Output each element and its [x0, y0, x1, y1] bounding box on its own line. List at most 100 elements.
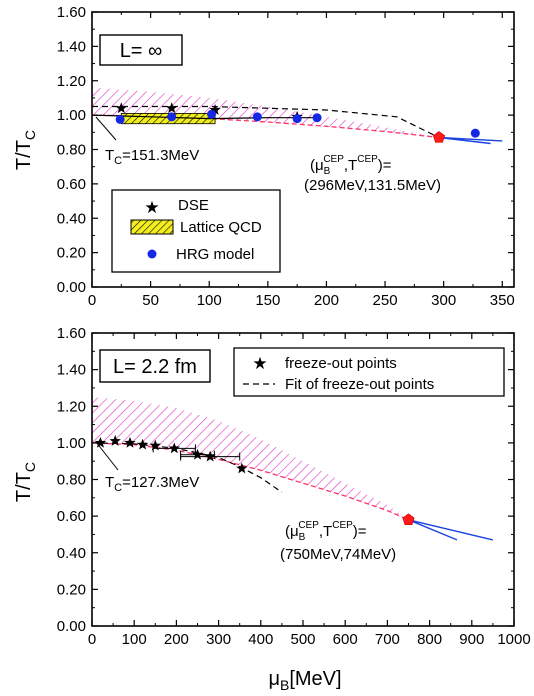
bottom-box-label-frame — [99, 349, 211, 383]
bottom-freeze-out-star — [191, 448, 204, 460]
bottom-legend-freeze-label: freeze-out points — [285, 355, 397, 372]
bottom-freeze-out-star — [124, 436, 136, 448]
top-tc-note: TC=151.3MeV — [105, 147, 199, 167]
bottom-x-tick-label: 800 — [417, 631, 442, 648]
bottom-legend-fit-label: Fit of freeze-out points — [285, 376, 434, 393]
bottom-freeze-out-star — [109, 435, 121, 446]
top-hrg-point — [252, 112, 262, 122]
top-x-tick-label: 350 — [490, 292, 515, 309]
top-x-tick-label: 50 — [142, 292, 159, 309]
top-y-tick-label: 0.60 — [57, 176, 86, 193]
bottom-freeze-out-star — [136, 438, 149, 450]
bottom-y-tick-label: 0.80 — [57, 472, 86, 489]
top-hrg-point — [470, 128, 480, 138]
top-hrg-point — [292, 114, 302, 124]
top-y-axis-label: T/TC — [13, 130, 38, 170]
bottom-y-tick-label: 0.00 — [57, 618, 86, 635]
bottom-fit-dashed-line — [91, 442, 283, 493]
bottom-y-tick-label: 1.00 — [57, 435, 86, 452]
bottom-freeze-out-star — [94, 436, 107, 448]
top-legend-hrg-label: HRG model — [176, 246, 254, 263]
top-cep-slope-line-1 — [438, 136, 491, 145]
bottom-freeze-out-star — [149, 439, 162, 451]
top-hrg-point — [167, 112, 177, 122]
bottom-y-tick-label: 1.20 — [57, 398, 86, 415]
bottom-cep-marker — [402, 513, 415, 525]
top-freeze-out-star — [166, 102, 178, 114]
top-y-tick-label: 0.00 — [57, 279, 86, 296]
top-y-tick-label: 0.80 — [57, 142, 86, 159]
bottom-freeze-out-star — [236, 462, 248, 474]
top-legend-hrg-marker — [147, 249, 157, 259]
top-y-tick-label: 0.20 — [57, 245, 86, 262]
bottom-x-tick-label: 400 — [248, 631, 273, 648]
top-axis-ticks: 0 50 100 150 200 250 300 350 0.00 0.20 0.40 0.60 0.8… — [57, 4, 515, 309]
bottom-cep-slope-line-1 — [408, 519, 458, 541]
top-tc-pointer — [95, 116, 117, 141]
top-legend-lattice-label: Lattice QCD — [180, 219, 262, 236]
bottom-x-tick-label: 100 — [122, 631, 147, 648]
bottom-x-tick-label: 300 — [206, 631, 231, 648]
top-cep-value: (296MeV,131.5MeV) — [304, 177, 441, 194]
top-y-tick-label: 1.40 — [57, 38, 86, 55]
top-legend-star-marker: ★ — [144, 198, 159, 217]
bottom-x-tick-label: 700 — [375, 631, 400, 648]
bottom-x-tick-label: 600 — [333, 631, 358, 648]
top-y-tick-label: 1.00 — [57, 107, 86, 124]
bottom-x-tick-label: 900 — [459, 631, 484, 648]
bottom-x-tick-label: 500 — [290, 631, 315, 648]
bottom-y-tick-label: 1.40 — [57, 362, 86, 379]
top-plot-area — [91, 87, 503, 145]
bottom-x-tick-label: 0 — [88, 631, 96, 648]
bottom-legend-frame — [233, 347, 505, 397]
bottom-freeze-out-star — [204, 450, 216, 462]
bottom-cep-slope-line-0 — [408, 519, 494, 541]
bottom-axis-ticks: 0 100 200 300 400 500 600 700 800 900 1000 0.00 0.20… — [57, 325, 531, 648]
bottom-freeze-out-star — [168, 442, 180, 454]
bottom-plot-area — [91, 397, 494, 541]
bottom-y-tick-label: 0.40 — [57, 545, 86, 562]
bottom-legend-star-marker: ★ — [252, 354, 267, 373]
bottom-x-axis-label: μB[MeV] — [268, 668, 341, 693]
top-freeze-out-star — [115, 102, 128, 114]
bottom-tc-pointer — [95, 441, 119, 471]
top-y-tick-label: 1.20 — [57, 73, 86, 90]
top-x-tick-label: 300 — [431, 292, 456, 309]
top-x-tick-label: 250 — [373, 292, 398, 309]
bottom-x-tick-label: 200 — [164, 631, 189, 648]
top-y-tick-label: 1.60 — [57, 4, 86, 21]
bottom-crossover-line — [91, 442, 409, 521]
top-dse-solid-line — [91, 114, 315, 120]
bottom-cep-label: (μBCEP,TCEP)= — [285, 520, 367, 543]
top-hrg-point — [207, 109, 217, 119]
top-box-label-frame — [99, 34, 183, 66]
top-panel: 0 50 100 150 200 250 300 350 0.00 0.20 0.40 0.60 0.8… — [13, 4, 515, 309]
bottom-tc-note: TC=127.3MeV — [105, 474, 199, 494]
top-cep-marker — [432, 131, 446, 143]
bottom-x-tick-label: 1000 — [497, 631, 530, 648]
top-hrg-point — [312, 113, 322, 123]
top-legend-lattice-marker — [130, 219, 174, 235]
top-fit-dashed-line — [92, 105, 440, 139]
top-x-tick-label: 150 — [255, 292, 280, 309]
bottom-y-tick-label: 0.60 — [57, 508, 86, 525]
top-freeze-out-star — [209, 103, 221, 115]
top-x-tick-label: 100 — [197, 292, 222, 309]
top-hrg-point — [115, 114, 125, 124]
top-cep-label: (μBCEP,TCEP)= — [310, 154, 392, 177]
bottom-dse-band — [92, 397, 409, 520]
bottom-y-axis-label: T/TC — [13, 462, 38, 502]
top-x-tick-label: 0 — [88, 292, 96, 309]
bottom-cep-value: (750MeV,74MeV) — [280, 546, 396, 563]
top-legend: ★ DSE Lattice QCD HRG model — [111, 189, 281, 273]
bottom-box-label: L= 2.2 fm — [113, 356, 197, 378]
top-dse-band — [92, 87, 439, 138]
top-x-tick-label: 200 — [314, 292, 339, 309]
top-legend-dse-label: DSE — [178, 197, 209, 214]
top-y-tick-label: 0.40 — [57, 210, 86, 227]
top-box-label: L= ∞ — [120, 40, 163, 62]
bottom-y-tick-label: 0.20 — [57, 581, 86, 598]
bottom-legend: ★ freeze-out points Fit of freeze-out po… — [233, 347, 505, 397]
bottom-y-tick-label: 1.60 — [57, 325, 86, 342]
